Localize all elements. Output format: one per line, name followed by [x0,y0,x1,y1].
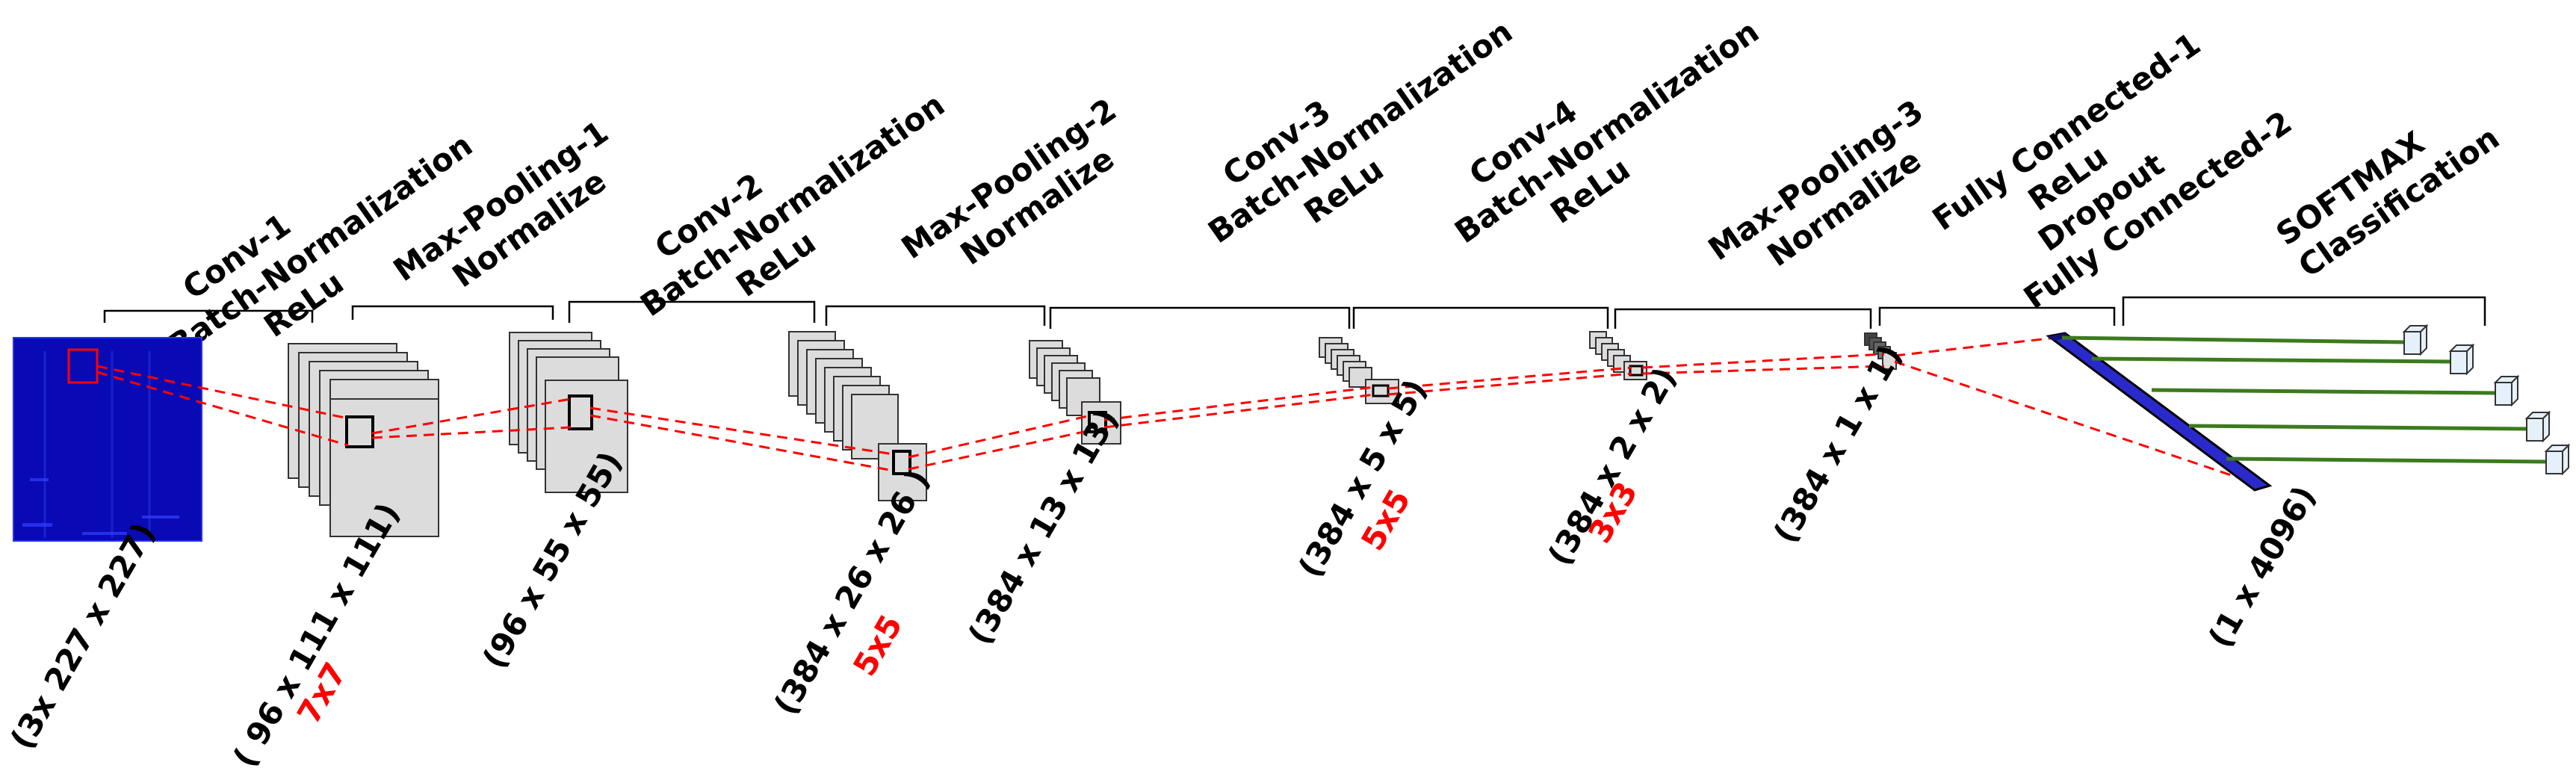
feature-map-stack-7 [1864,332,1897,370]
stage-label-fc: Fully Connected-1 ReLu Dropout Fully Con… [1926,8,2299,333]
kernel-box-6 [1629,365,1644,377]
dim-input: (3x 227 x 227) [3,516,162,755]
feature-map-stack-5 [1319,337,1399,404]
kernel-box-4 [1088,411,1107,433]
bracket-pool3 [1614,308,1872,329]
bracket-softmax [2122,296,2486,326]
input-image [13,337,202,542]
output-line-1 [2061,335,2405,344]
receptive-field-lines [96,336,2254,484]
kernel-box-5 [1372,384,1390,397]
kernel-box-1 [345,415,374,448]
stage-label-conv2: Conv-2 Batch-Normalization ReLu [611,48,982,356]
output-cube-4 [2524,410,2551,443]
stage-label-pool1: Max-Pooling-1 Normalize [387,107,646,320]
stage-brackets [103,296,2486,329]
stage-labels: Conv-1 Batch-Normalization ReLu Max-Pool… [161,8,2506,364]
dim-layer-1: ( 96 x 111 x 111) [226,497,406,773]
stage-label-softmax: SOFTMAX Classification [2270,87,2506,285]
bracket-conv1 [103,309,314,323]
output-line-3 [2151,388,2496,395]
bracket-pool1 [351,305,554,320]
output-cube-2 [2448,343,2475,376]
bracket-conv2 [568,300,816,323]
bracket-pool2 [825,305,1046,326]
bracket-conv3 [1049,306,1351,329]
output-cube-5 [2544,443,2571,476]
output-line-2 [2091,356,2451,364]
feature-map-stack-1 [288,343,439,537]
feature-map-stack-3 [788,331,927,501]
output-cube-3 [2493,374,2520,407]
kernel-box-3 [892,450,911,475]
feature-map-stack-6 [1589,331,1647,380]
softmax-outputs [2061,324,2571,476]
dim-layer-3: (384 x 26 x 26 ) [767,463,937,721]
feature-map-stack-2 [509,332,628,493]
fully-connected-bar [2046,332,2273,492]
feature-map-stack-4 [1029,340,1121,445]
bracket-conv4 [1352,306,1609,329]
bracket-fc [1878,306,2116,326]
kernel-box-2 [568,394,593,430]
stage-label-pool3: Max-Pooling-3 Normalize [1702,86,1961,299]
output-line-5 [2226,457,2548,464]
dim-layer-5: (384 x 5 x 5) [1291,373,1434,584]
dim-fc: (1 x 4096) [2201,480,2323,654]
output-line-4 [2188,424,2527,431]
output-cube-1 [2402,324,2429,356]
